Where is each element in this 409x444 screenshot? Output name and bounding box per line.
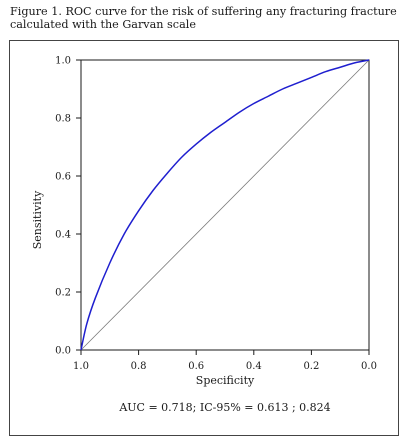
plot-area [80, 59, 370, 351]
roc-curve-line [80, 59, 370, 351]
x-tick-label: 0.2 [303, 361, 319, 372]
figure-frame [9, 40, 399, 436]
figure-caption: Figure 1. ROC curve for the risk of suff… [10, 5, 397, 31]
y-axis-label: Sensitivity [31, 190, 44, 249]
y-tick-label: 0.6 [55, 172, 71, 183]
x-tick-label: 0.8 [131, 361, 147, 372]
x-tick-label: 1.0 [73, 361, 89, 372]
x-tick-label: 0.4 [246, 361, 262, 372]
x-tick-label: 0.6 [188, 361, 204, 372]
y-tick-label: 0.2 [55, 288, 71, 299]
y-tick-label: 0.4 [55, 230, 71, 241]
auc-annotation: AUC = 0.718; IC-95% = 0.613 ; 0.824 [118, 401, 330, 414]
y-tick-label: 0.0 [55, 346, 71, 357]
y-tick-label: 0.8 [55, 114, 71, 125]
reference-diagonal-line [80, 59, 370, 351]
x-axis-label: Specificity [196, 374, 255, 387]
x-tick-label: 0.0 [361, 361, 377, 372]
y-tick-label: 1.0 [55, 56, 71, 67]
